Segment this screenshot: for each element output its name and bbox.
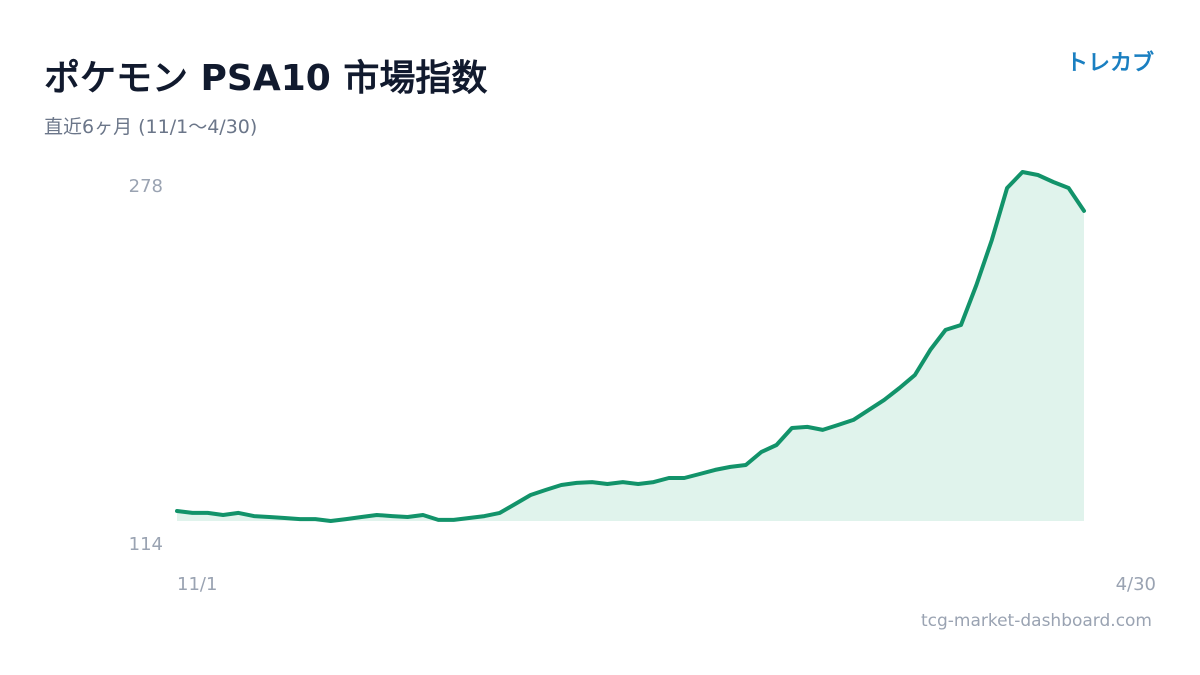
- area: [177, 172, 1084, 521]
- x-tick-label: 4/30: [1116, 574, 1156, 595]
- brand[interactable]: トレカブ: [1066, 50, 1154, 76]
- chart-subtitle: 直近6ヶ月 (11/1〜4/30): [44, 116, 257, 138]
- line: [175, 170, 1086, 523]
- x-tick-label: 11/1: [177, 574, 217, 595]
- source: tcg-market-dashboard.com: [921, 611, 1152, 631]
- y-tick-label: 278: [129, 176, 163, 197]
- chart-title: ポケモン PSA10 市場指数: [44, 57, 487, 99]
- y-tick-label: 114: [129, 534, 163, 555]
